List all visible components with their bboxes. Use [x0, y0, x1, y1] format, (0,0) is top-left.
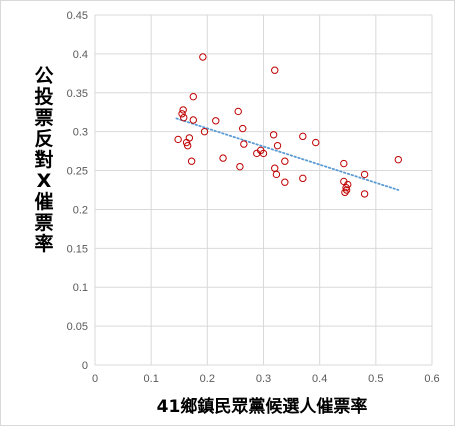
- y-axis-title-char: 率: [34, 232, 53, 255]
- x-tick-label: 0.2: [200, 373, 215, 385]
- y-tick-label: 0.35: [67, 88, 88, 100]
- data-point: [259, 149, 268, 158]
- data-point: [179, 106, 187, 114]
- x-tick-label: 0.6: [424, 373, 439, 385]
- y-tick-label: 0.1: [73, 282, 88, 294]
- data-point: [269, 131, 278, 139]
- y-axis-title-char: 投: [34, 85, 53, 108]
- data-point: [281, 178, 289, 186]
- trendline-group: [175, 117, 400, 191]
- data-point: [312, 138, 320, 147]
- data-point: [299, 132, 307, 141]
- data-points: [174, 53, 402, 198]
- x-tick-label: 0.3: [256, 373, 271, 385]
- data-point: [185, 134, 194, 142]
- y-axis-title-char: 反: [34, 128, 53, 150]
- y-axis-title-char: 票: [34, 212, 53, 234]
- y-axis-title-char: 對: [34, 149, 53, 171]
- data-point: [174, 135, 182, 144]
- data-point: [200, 127, 209, 136]
- data-point: [239, 124, 247, 133]
- data-point: [189, 92, 197, 101]
- y-axis-title-char: 公: [34, 65, 53, 87]
- data-point: [299, 174, 307, 183]
- data-point: [212, 117, 220, 125]
- y-tick-label: 0.25: [67, 166, 88, 178]
- y-tick-label: 0.05: [67, 321, 88, 333]
- data-point: [182, 138, 191, 147]
- data-point: [341, 188, 349, 197]
- x-tick-label: 0.5: [368, 373, 383, 385]
- data-point: [340, 159, 348, 168]
- data-point: [360, 170, 369, 179]
- data-point: [199, 53, 207, 61]
- x-tick-label: 0.1: [144, 373, 159, 385]
- data-point: [183, 141, 192, 150]
- x-tick-label: 0: [92, 373, 98, 385]
- y-tick-label: 0.2: [73, 204, 88, 216]
- data-point: [281, 157, 289, 165]
- y-tick-label: 0: [82, 360, 88, 372]
- data-point: [273, 141, 282, 150]
- data-point: [342, 186, 351, 194]
- data-point: [234, 107, 242, 116]
- data-point: [240, 140, 248, 148]
- data-point: [189, 116, 197, 124]
- y-axis-title-char: X: [37, 170, 52, 192]
- trendline: [175, 117, 400, 191]
- y-tick-label: 0.15: [67, 243, 88, 255]
- data-point: [178, 110, 186, 118]
- data-point: [272, 170, 281, 179]
- data-point: [219, 154, 227, 162]
- data-point: [236, 162, 244, 171]
- x-tick-labels: 0 0.1 0.2 0.3 0.4 0.5 0.6: [92, 373, 440, 385]
- data-point: [394, 155, 402, 164]
- data-point: [360, 190, 369, 198]
- y-tick-label: 0.4: [73, 49, 88, 61]
- gridlines: [94, 14, 433, 366]
- y-tick-labels: 0 0.05 0.1 0.15 0.2 0.25 0.3 0.35 0.4 0.45: [67, 10, 88, 372]
- y-axis-title-char: 票: [34, 107, 53, 129]
- y-axis-title-char: 催: [34, 190, 53, 213]
- data-point: [180, 113, 188, 122]
- data-point: [271, 66, 279, 74]
- x-axis-title: 41鄉鎮民眾黨候選人催票率: [157, 396, 368, 417]
- y-tick-label: 0.45: [67, 10, 88, 22]
- data-point: [187, 157, 196, 165]
- y-tick-label: 0.3: [73, 127, 88, 139]
- x-tick-label: 0.4: [312, 373, 327, 385]
